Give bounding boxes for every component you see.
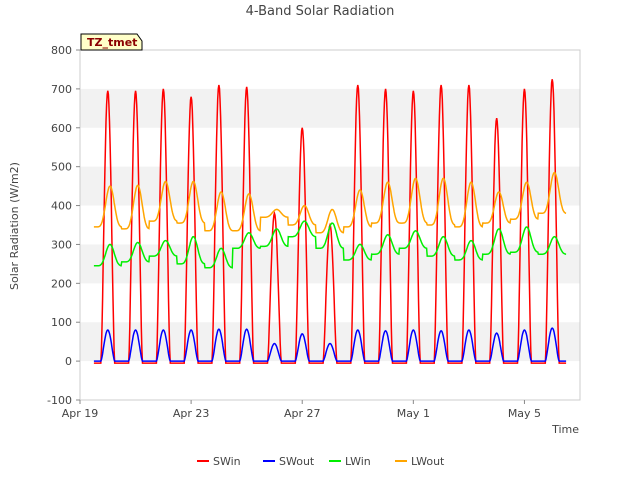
- y-tick-label: 500: [51, 161, 72, 174]
- y-axis-ticks: -100 0 100 200 300 400 500 600 700 800: [47, 44, 80, 407]
- station-tag: TZ_tmet: [80, 33, 143, 51]
- x-tick-label: May 1: [397, 407, 430, 420]
- x-tick-label: Apr 23: [173, 407, 210, 420]
- x-axis-ticks: Apr 19 Apr 23 Apr 27 May 1 May 5: [62, 400, 541, 420]
- y-tick-label: 400: [51, 200, 72, 213]
- y-tick-label: 200: [51, 277, 72, 290]
- y-axis-label: Solar Radiation (W/m2): [8, 162, 21, 290]
- grid-band: [80, 88, 580, 128]
- legend-label: LWin: [345, 455, 371, 468]
- y-tick-label: 100: [51, 316, 72, 329]
- legend-label: LWout: [411, 455, 445, 468]
- plot-border: [79, 49, 581, 401]
- x-tick-label: May 5: [508, 407, 541, 420]
- legend-label: SWout: [279, 455, 315, 468]
- legend: SWin SWout LWin LWout: [197, 455, 445, 468]
- grid-bands: [80, 88, 580, 362]
- grid-band: [80, 322, 580, 362]
- y-tick-label: 0: [65, 355, 72, 368]
- y-tick-label: 800: [51, 44, 72, 57]
- station-tag-label: TZ_tmet: [87, 36, 137, 49]
- series-layer: [93, 79, 567, 364]
- x-tick-label: Apr 27: [284, 407, 321, 420]
- y-tick-label: 300: [51, 238, 72, 251]
- series-line-swout: [93, 327, 567, 362]
- grid-band: [80, 166, 580, 206]
- chart-title: 4-Band Solar Radiation: [246, 4, 395, 19]
- legend-label: SWin: [213, 455, 241, 468]
- series-line-lwin: [93, 220, 567, 269]
- series-line-lwout: [93, 171, 567, 234]
- y-tick-label: 600: [51, 122, 72, 135]
- x-tick-label: Apr 19: [62, 407, 99, 420]
- y-tick-label: -100: [47, 394, 72, 407]
- grid-band: [80, 244, 580, 284]
- y-tick-label: 700: [51, 83, 72, 96]
- x-axis-label: Time: [551, 423, 579, 436]
